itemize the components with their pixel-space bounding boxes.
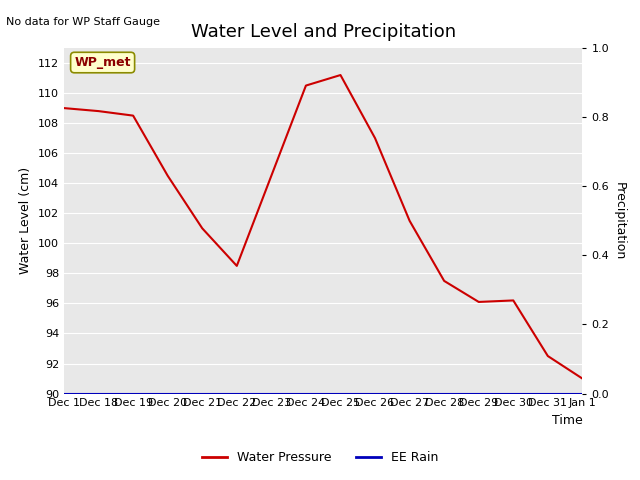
X-axis label: Time: Time <box>552 414 582 427</box>
Title: Water Level and Precipitation: Water Level and Precipitation <box>191 23 456 41</box>
Y-axis label: Water Level (cm): Water Level (cm) <box>19 167 33 275</box>
Text: WP_met: WP_met <box>74 56 131 69</box>
Legend: Water Pressure, EE Rain: Water Pressure, EE Rain <box>196 446 444 469</box>
Y-axis label: Precipitation: Precipitation <box>613 181 626 260</box>
Text: No data for WP Staff Gauge: No data for WP Staff Gauge <box>6 17 161 27</box>
